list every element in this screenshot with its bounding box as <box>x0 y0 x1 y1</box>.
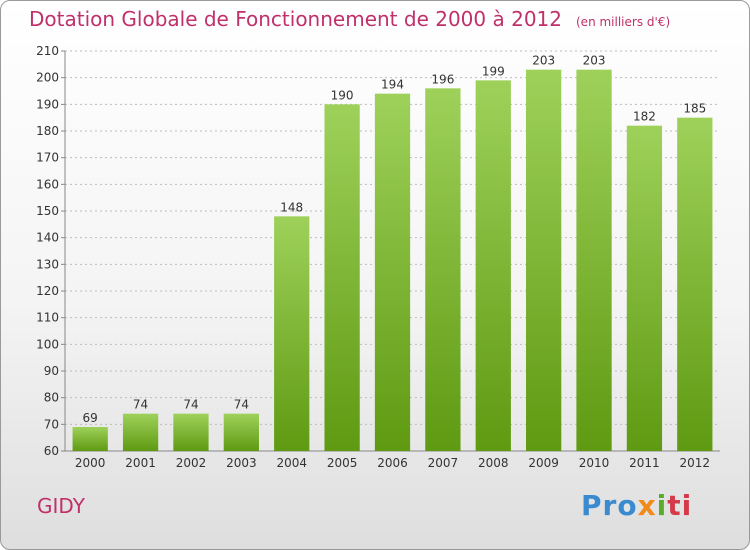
bar-value-label: 199 <box>482 64 505 78</box>
bar <box>374 93 411 452</box>
logo-part-2: x <box>637 489 657 522</box>
logo-part-3: i <box>656 489 668 522</box>
bar-value-label: 203 <box>583 54 606 68</box>
bar <box>626 125 663 452</box>
chart-unit: (en milliers d'€) <box>576 15 671 29</box>
bar <box>274 216 310 451</box>
bar <box>324 104 360 451</box>
chart-title-text: Dotation Globale de Fonctionnement de 20… <box>29 7 562 31</box>
bar-value-label: 194 <box>381 78 404 92</box>
proxiti-logo: Proxiti <box>581 489 692 522</box>
bar-value-label: 196 <box>431 72 454 86</box>
logo-part-4: ti <box>667 489 693 522</box>
bars <box>72 69 713 452</box>
y-tick-label: 140 <box>36 231 59 245</box>
bar <box>425 88 461 451</box>
bar <box>576 69 612 452</box>
bar <box>223 413 259 451</box>
bar-value-label: 69 <box>83 411 98 425</box>
x-tick-label: 2002 <box>176 456 207 470</box>
bar <box>122 413 159 451</box>
x-tick-label: 2010 <box>579 456 610 470</box>
bar-value-label: 74 <box>234 398 249 412</box>
y-tick-label: 180 <box>36 124 59 138</box>
bar-value-label: 74 <box>183 398 198 412</box>
x-tick-label: 2004 <box>276 456 307 470</box>
bar <box>72 427 108 451</box>
bar-value-label: 203 <box>532 54 555 68</box>
y-tick-label: 190 <box>36 97 59 111</box>
x-tick-label: 2012 <box>680 456 711 470</box>
bar-value-label: 185 <box>683 102 706 116</box>
bar-value-label: 74 <box>133 398 148 412</box>
y-tick-label: 120 <box>36 284 59 298</box>
chart-title: Dotation Globale de Fonctionnement de 20… <box>29 7 670 31</box>
y-tick-label: 170 <box>36 151 59 165</box>
y-tick-label: 200 <box>36 71 59 85</box>
bar-value-label: 190 <box>331 88 354 102</box>
y-tick-label: 210 <box>36 44 59 58</box>
bar <box>526 69 562 452</box>
bar-value-label: 148 <box>280 200 303 214</box>
y-tick-label: 100 <box>36 337 59 351</box>
x-tick-label: 2000 <box>75 456 106 470</box>
bar-value-label: 182 <box>633 110 656 124</box>
x-tick-label: 2003 <box>226 456 257 470</box>
x-tick-label: 2009 <box>528 456 559 470</box>
x-tick-label: 2007 <box>428 456 459 470</box>
x-tick-label: 2001 <box>125 456 156 470</box>
y-tick-label: 150 <box>36 204 59 218</box>
labels: 60 70 80 90 100 110 120 130 140 150 160 170 180 190 20… <box>36 44 710 470</box>
x-tick-label: 2006 <box>377 456 408 470</box>
bar <box>677 117 713 452</box>
y-tick-label: 110 <box>36 311 59 325</box>
commune-name: GIDY <box>37 494 85 518</box>
x-tick-label: 2011 <box>629 456 660 470</box>
y-tick-label: 160 <box>36 177 59 191</box>
y-tick-label: 130 <box>36 257 59 271</box>
bar <box>475 80 511 451</box>
y-tick-label: 90 <box>44 364 59 378</box>
y-tick-label: 80 <box>44 391 59 405</box>
bar <box>173 413 209 451</box>
x-tick-label: 2008 <box>478 456 509 470</box>
x-tick-label: 2005 <box>327 456 358 470</box>
y-tick-label: 70 <box>44 417 59 431</box>
logo-part-1: Pro <box>581 489 638 522</box>
y-tick-label: 60 <box>44 444 59 458</box>
